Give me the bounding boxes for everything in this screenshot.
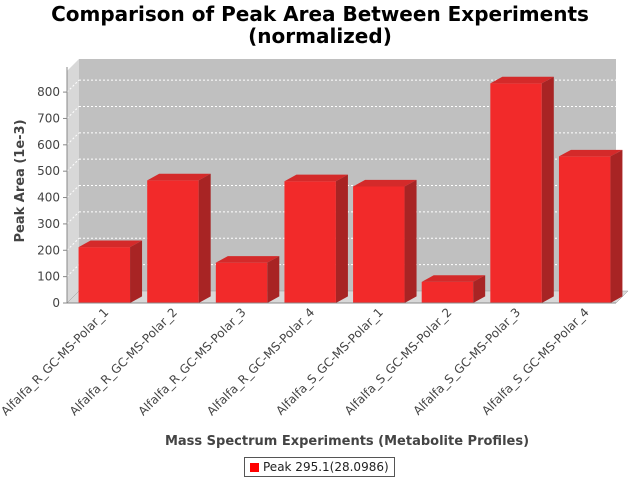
bars	[78, 76, 623, 304]
legend: Peak 295.1(28.0986)	[244, 457, 395, 477]
bar-top	[147, 173, 211, 181]
y-tick-label: 0	[52, 296, 60, 310]
plot-left-wall	[67, 59, 79, 303]
bar-side	[267, 256, 280, 303]
bar-front	[353, 186, 405, 303]
grid-line-wall	[66, 132, 80, 146]
bar-front	[490, 83, 542, 304]
bar	[284, 174, 348, 303]
bar-front	[558, 156, 611, 303]
grid-line-wall	[66, 158, 80, 172]
bar-front	[284, 181, 336, 303]
bar-top	[215, 256, 280, 263]
y-tick-label: 400	[37, 191, 60, 205]
bar-top	[558, 149, 623, 157]
bar-top	[353, 179, 417, 187]
bar-front	[78, 247, 131, 303]
x-tick-label: Alfalfa_R_GC-MS-Polar_1	[0, 305, 111, 418]
bar-top	[284, 174, 348, 182]
grid-line-wall	[66, 237, 80, 251]
bar-front	[147, 180, 199, 303]
y-tick-label: 800	[37, 85, 60, 99]
bar-side	[610, 149, 623, 303]
x-axis-label: Mass Spectrum Experiments (Metabolite Pr…	[165, 434, 529, 449]
x-axis: Alfalfa_R_GC-MS-Polar_1Alfalfa_R_GC-MS-P…	[0, 302, 616, 418]
y-tick-label: 600	[37, 138, 60, 152]
y-tick-label: 200	[37, 243, 60, 257]
bar-side	[198, 173, 211, 303]
y-axis: 0 100 200 300 400 500 600 700 800	[37, 67, 68, 310]
y-tick-label: 100	[37, 270, 60, 284]
bar-side	[473, 275, 486, 303]
y-axis-label: Peak Area (1e-3)	[13, 119, 28, 242]
chart-subtitle: (normalized)	[248, 24, 392, 48]
bar-side	[335, 174, 348, 303]
bar-side	[130, 240, 143, 303]
grid-line-wall	[66, 185, 80, 198]
legend-swatch	[250, 462, 259, 472]
y-tick-label: 300	[37, 217, 60, 231]
bar-top	[78, 240, 143, 248]
bar	[147, 173, 211, 303]
bar-side	[404, 179, 417, 303]
bar	[78, 240, 143, 303]
bar-front	[215, 262, 268, 303]
bar	[215, 256, 280, 303]
chart-title: Comparison of Peak Area Between Experime…	[51, 2, 589, 26]
legend-label: Peak 295.1(28.0986)	[263, 460, 389, 474]
bar	[558, 149, 623, 303]
bar	[353, 179, 417, 303]
bar-side	[541, 76, 554, 303]
y-tick-label: 700	[37, 111, 60, 125]
bar-top	[421, 275, 486, 282]
y-tick-label: 500	[37, 164, 60, 178]
bar	[490, 76, 554, 304]
grid-line-wall	[66, 211, 80, 225]
bar-top	[490, 76, 554, 84]
grid-line-wall	[66, 106, 80, 119]
bar-front	[421, 281, 474, 303]
grid-line-wall	[66, 264, 80, 277]
grid-line-wall	[66, 79, 80, 93]
bar	[421, 275, 486, 303]
